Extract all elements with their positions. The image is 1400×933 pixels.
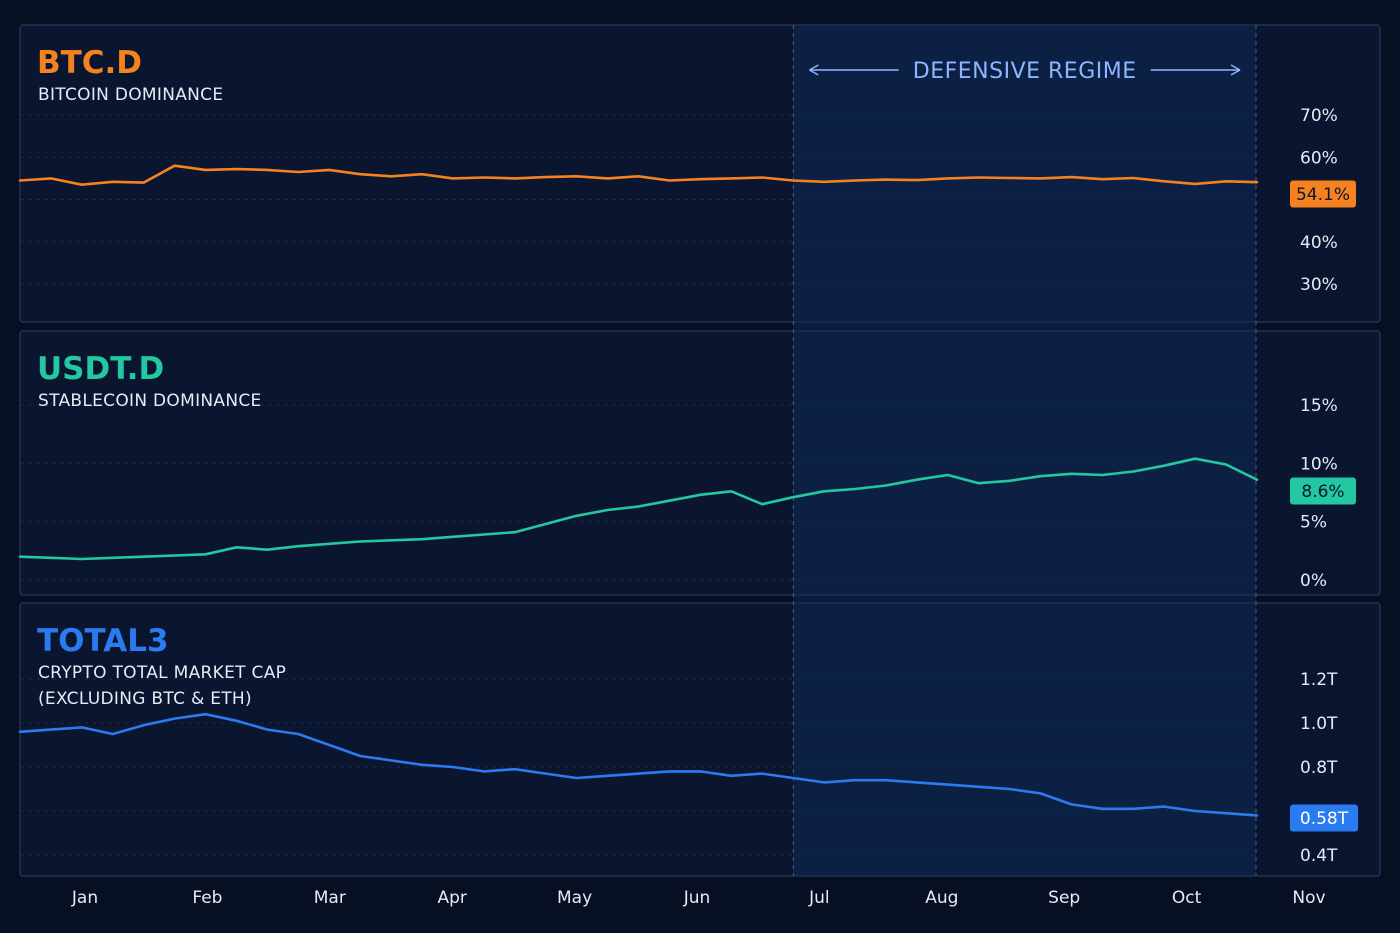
panel-title: BTC.D <box>37 45 142 81</box>
last-value-badge <box>1290 804 1358 832</box>
x-tick-label: Jan <box>71 888 98 908</box>
y-tick-label: 70% <box>1300 106 1338 126</box>
last-value-label: 0.58T <box>1300 809 1349 829</box>
panel-subtitle: CRYPTO TOTAL MARKET CAP <box>38 663 286 683</box>
last-value-badge <box>1290 180 1356 208</box>
panel-title: TOTAL3 <box>37 623 169 659</box>
panel-subtitle: STABLECOIN DOMINANCE <box>38 391 262 411</box>
y-tick-label: 0.4T <box>1300 846 1338 866</box>
x-tick-label: Mar <box>314 888 346 908</box>
last-value-label: 8.6% <box>1301 482 1344 502</box>
series-line-usdt <box>18 457 1259 561</box>
x-tick-label: Feb <box>192 888 222 908</box>
x-tick-label: May <box>557 888 592 908</box>
x-tick-label: Sep <box>1048 888 1080 908</box>
x-tick-label: Jun <box>683 888 711 908</box>
x-tick-label: Oct <box>1172 888 1202 908</box>
last-value-label: 54.1% <box>1296 185 1350 205</box>
series-line-btc <box>18 164 1259 186</box>
x-tick-label: Apr <box>437 888 466 908</box>
y-tick-label: 5% <box>1300 513 1327 533</box>
series-line-total3 <box>18 712 1259 817</box>
y-tick-label: 0.8T <box>1300 758 1338 778</box>
y-tick-label: 60% <box>1300 148 1338 168</box>
x-tick-label: Nov <box>1292 888 1325 908</box>
y-tick-label: 40% <box>1300 233 1338 253</box>
y-tick-label: 15% <box>1300 396 1338 416</box>
y-tick-label: 0% <box>1300 571 1327 591</box>
arrow-right-icon <box>1230 64 1241 76</box>
arrow-left-icon <box>809 64 819 76</box>
panel-title: USDT.D <box>37 351 164 387</box>
y-tick-label: 1.0T <box>1300 714 1338 734</box>
last-value-badge <box>1290 477 1356 505</box>
y-tick-label: 1.2T <box>1300 670 1338 690</box>
regime-shade <box>793 25 1256 876</box>
y-tick-label: 30% <box>1300 275 1338 295</box>
panel-subtitle: BITCOIN DOMINANCE <box>38 85 223 105</box>
y-tick-label: 10% <box>1300 454 1338 474</box>
x-tick-label: Aug <box>925 888 958 908</box>
regime-label: DEFENSIVE REGIME <box>913 59 1137 84</box>
panel-subtitle-line2: (EXCLUDING BTC & ETH) <box>38 689 252 709</box>
x-tick-label: Jul <box>808 888 830 908</box>
